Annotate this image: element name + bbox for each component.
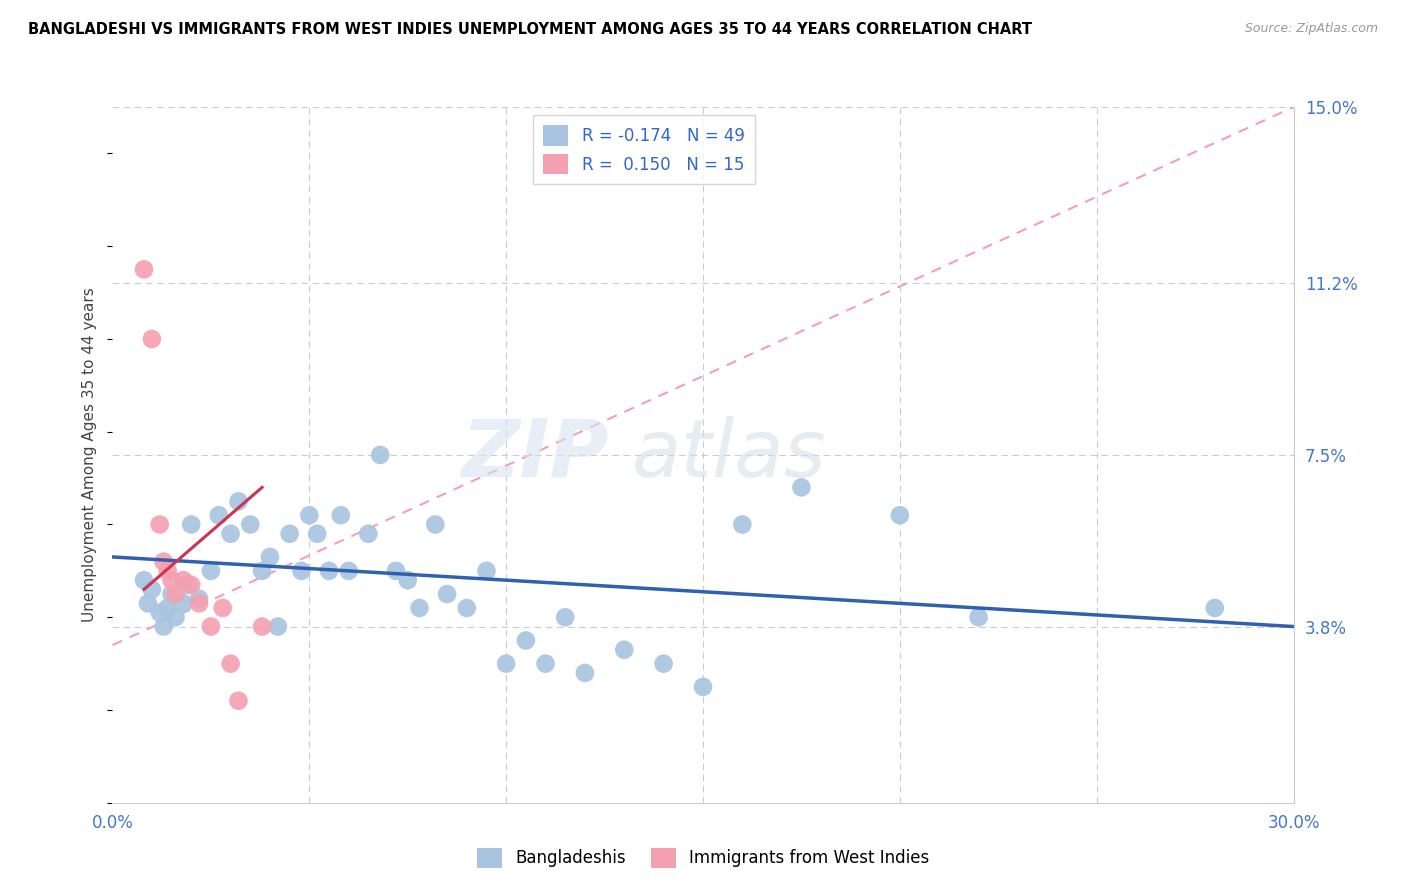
Point — [250, 619, 273, 633]
Point — [136, 596, 159, 610]
Point — [259, 549, 281, 564]
Point — [228, 694, 250, 708]
Point — [967, 610, 990, 624]
Point — [132, 262, 155, 277]
Point — [200, 619, 222, 633]
Point — [574, 665, 596, 680]
Point — [156, 564, 179, 578]
Point — [368, 448, 391, 462]
Point — [176, 578, 198, 592]
Point — [149, 606, 172, 620]
Legend: R = -0.174   N = 49, R =  0.150   N = 15: R = -0.174 N = 49, R = 0.150 N = 15 — [533, 115, 755, 185]
Point — [385, 564, 408, 578]
Point — [318, 564, 340, 578]
Point — [357, 526, 380, 541]
Point — [267, 619, 290, 633]
Point — [692, 680, 714, 694]
Point — [515, 633, 537, 648]
Point — [172, 596, 194, 610]
Point — [278, 526, 301, 541]
Point — [180, 578, 202, 592]
Legend: Bangladeshis, Immigrants from West Indies: Bangladeshis, Immigrants from West Indie… — [470, 841, 936, 875]
Y-axis label: Unemployment Among Ages 35 to 44 years: Unemployment Among Ages 35 to 44 years — [82, 287, 97, 623]
Point — [534, 657, 557, 671]
Text: Source: ZipAtlas.com: Source: ZipAtlas.com — [1244, 22, 1378, 36]
Point — [613, 642, 636, 657]
Point — [1204, 601, 1226, 615]
Point — [160, 587, 183, 601]
Text: BANGLADESHI VS IMMIGRANTS FROM WEST INDIES UNEMPLOYMENT AMONG AGES 35 TO 44 YEAR: BANGLADESHI VS IMMIGRANTS FROM WEST INDI… — [28, 22, 1032, 37]
Point — [156, 601, 179, 615]
Point — [396, 573, 419, 587]
Point — [456, 601, 478, 615]
Point — [152, 619, 174, 633]
Point — [200, 564, 222, 578]
Point — [337, 564, 360, 578]
Point — [652, 657, 675, 671]
Point — [889, 508, 911, 523]
Text: ZIP: ZIP — [461, 416, 609, 494]
Point — [141, 582, 163, 597]
Point — [298, 508, 321, 523]
Point — [152, 555, 174, 569]
Point — [180, 517, 202, 532]
Point — [141, 332, 163, 346]
Point — [219, 657, 242, 671]
Point — [290, 564, 312, 578]
Point — [160, 573, 183, 587]
Point — [172, 573, 194, 587]
Point — [307, 526, 329, 541]
Point — [250, 564, 273, 578]
Point — [731, 517, 754, 532]
Point — [790, 480, 813, 494]
Point — [425, 517, 447, 532]
Point — [149, 517, 172, 532]
Point — [228, 494, 250, 508]
Point — [239, 517, 262, 532]
Point — [475, 564, 498, 578]
Point — [188, 596, 211, 610]
Text: atlas: atlas — [633, 416, 827, 494]
Point — [554, 610, 576, 624]
Point — [408, 601, 430, 615]
Point — [329, 508, 352, 523]
Point — [188, 591, 211, 606]
Point — [219, 526, 242, 541]
Point — [211, 601, 233, 615]
Point — [208, 508, 231, 523]
Point — [165, 587, 187, 601]
Point — [132, 573, 155, 587]
Point — [495, 657, 517, 671]
Point — [165, 610, 187, 624]
Point — [436, 587, 458, 601]
